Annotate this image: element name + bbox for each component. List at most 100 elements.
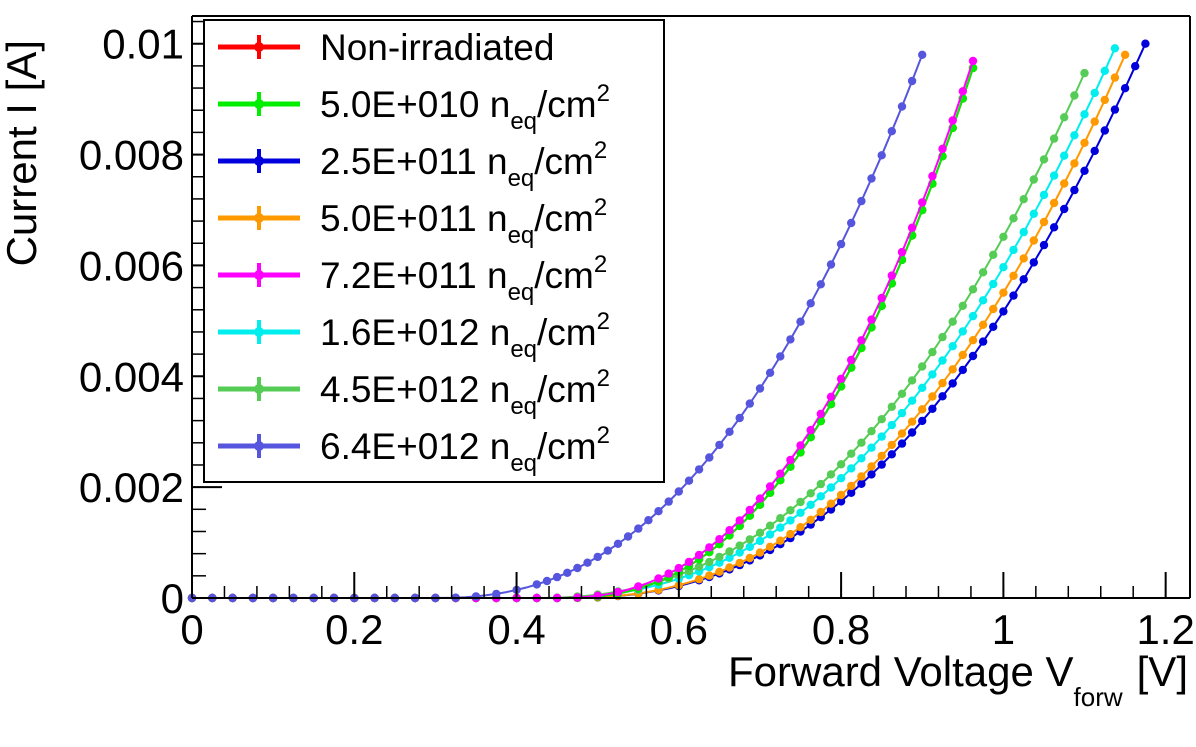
data-point (978, 337, 988, 346)
data-point (745, 553, 754, 563)
data-point (887, 402, 896, 411)
y-tick-label: 0.006 (79, 242, 184, 289)
legend-unit-subscript: eq (510, 108, 537, 135)
data-point (664, 497, 673, 506)
data-point (907, 396, 917, 405)
data-point (847, 218, 856, 228)
data-point (725, 563, 734, 572)
legend-fluence: 2.5E+011 n (320, 141, 508, 182)
data-point (552, 572, 562, 582)
data-point (755, 528, 765, 537)
data-point (1039, 240, 1049, 250)
x-tick-label: 0.8 (812, 606, 870, 653)
legend-unit-subscript: eq (510, 336, 537, 363)
data-point (897, 439, 907, 448)
data-point (563, 568, 572, 577)
data-point (918, 383, 927, 392)
data-point (999, 307, 1008, 316)
legend-swatch-marker (254, 99, 264, 109)
legend-unit-subscript: eq (508, 279, 535, 306)
data-point (1110, 44, 1120, 53)
legend-unit-superscript: 2 (594, 194, 607, 221)
data-point (958, 327, 967, 336)
data-point (735, 548, 744, 557)
data-point (725, 553, 734, 562)
data-point (847, 449, 856, 458)
legend-unit-subscript: eq (510, 450, 537, 477)
data-point (694, 562, 704, 571)
data-point (867, 470, 876, 479)
data-point (735, 558, 744, 568)
x-axis-label-unit: [V] (1137, 648, 1188, 695)
legend-unit-tail: /cm (534, 198, 594, 239)
data-point (857, 336, 866, 345)
data-point (776, 536, 785, 545)
data-point (786, 529, 795, 539)
data-point (1060, 179, 1069, 188)
data-point (1110, 105, 1120, 114)
data-point (715, 567, 724, 576)
data-point (978, 268, 988, 277)
data-point (836, 490, 846, 500)
x-axis-label: Forward Voltage Vforw [V] (728, 648, 1188, 712)
data-point (765, 530, 775, 539)
data-point (725, 526, 734, 535)
data-point (1070, 159, 1079, 168)
legend-swatch-marker (254, 42, 264, 52)
x-axis-label-subscript: forw (1074, 682, 1123, 712)
legend-fluence: 7.2E+011 n (320, 255, 508, 296)
data-point (755, 536, 765, 546)
data-point (765, 368, 775, 377)
data-point (786, 335, 795, 344)
data-point (1029, 236, 1039, 245)
data-point (836, 239, 846, 249)
data-point (857, 438, 866, 447)
data-point (1131, 61, 1140, 71)
y-tick-label: 0.002 (79, 464, 184, 511)
data-point (776, 352, 785, 361)
data-point (836, 374, 846, 383)
data-point (542, 576, 552, 586)
data-point (786, 506, 795, 515)
legend-unit-subscript: eq (508, 165, 535, 192)
data-point (1019, 195, 1028, 204)
y-tick-label: 0.008 (79, 132, 184, 179)
legend-swatch-marker (254, 384, 264, 394)
data-point (1039, 155, 1049, 164)
data-point (887, 271, 896, 280)
data-point (705, 453, 714, 462)
data-point (938, 392, 947, 401)
data-point (948, 342, 957, 351)
legend-unit-superscript: 2 (597, 308, 610, 335)
data-point (826, 505, 836, 514)
data-point (928, 370, 937, 379)
legend-unit-tail: /cm (537, 312, 597, 353)
y-axis-label: Current I [A] (0, 40, 45, 266)
data-point (776, 514, 785, 523)
data-point (1080, 110, 1089, 119)
legend-fluence: 4.5E+012 n (320, 369, 510, 410)
data-point (1100, 66, 1110, 76)
data-point (887, 440, 896, 450)
data-point (836, 497, 846, 506)
data-point (1009, 271, 1018, 280)
data-point (1070, 131, 1079, 140)
data-point (958, 301, 967, 310)
legend-entry-6: 4.5E+012 neq/cm2 (218, 365, 610, 420)
data-point (725, 427, 734, 436)
data-point (694, 465, 704, 474)
data-point (918, 362, 927, 371)
data-point (613, 539, 623, 548)
legend-label: 1.6E+012 neq/cm2 (320, 308, 610, 363)
data-point (938, 356, 947, 365)
data-point (715, 535, 724, 544)
legend-entry-0: Non-irradiated (218, 27, 554, 68)
data-point (816, 280, 825, 289)
data-point (907, 376, 917, 385)
legend-label: 2.5E+011 neq/cm2 (320, 137, 607, 192)
data-point (907, 428, 917, 437)
data-point (755, 500, 765, 509)
data-point (786, 462, 795, 471)
data-point (999, 232, 1008, 241)
data-point (1090, 117, 1099, 126)
